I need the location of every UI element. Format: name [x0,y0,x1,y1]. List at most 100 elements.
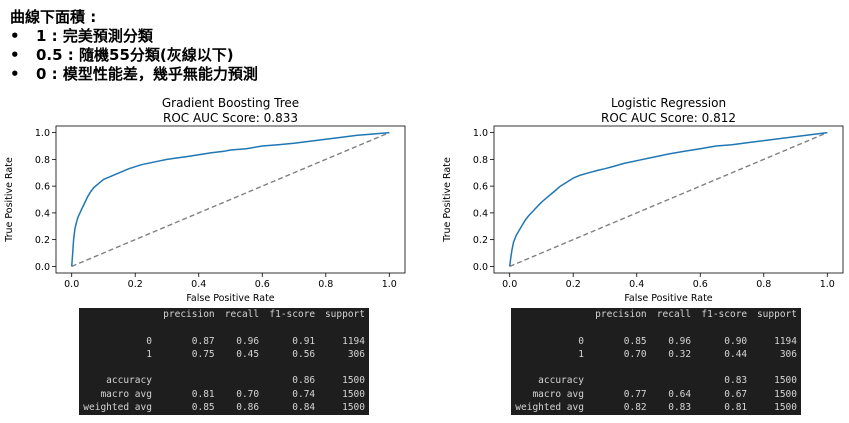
report-cell: 1194 [774,335,797,347]
report-row-label: weighted avg [515,402,584,414]
chart-subtitle: ROC AUC Score: 0.812 [601,111,736,125]
report-cell: support [324,309,365,320]
auc-notes-heading: 曲線下面積 : [10,8,97,26]
report-cell: f1-score [269,309,316,320]
roc-curve-line [70,131,390,267]
x-tick-label: 1.0 [382,279,397,290]
report-cell [588,361,651,374]
x-tick-label: 0.6 [255,279,270,290]
report-header-row: precision recall f1-score support [511,308,801,321]
report-row-label [79,308,156,321]
report-cell [651,374,695,387]
report-cell: 0.84 [292,402,316,414]
y-tick-label: 1.0 [473,128,488,139]
report-row: macro avg 0.77 0.64 0.67 1500 [511,388,801,401]
report-row: weighted avg 0.85 0.86 0.84 1500 [79,401,369,414]
report-cell: 0.81 [191,388,215,400]
report-spacer-row [79,321,369,334]
report-cell: 0.56 [292,348,316,360]
report-cell [219,361,263,374]
report-row: accuracy 0.86 1500 [79,374,369,387]
classification-report-gradient-boosting: precision recall f1-score support 0 0.87 0.96 0… [79,308,369,415]
report-cell: 0.74 [292,388,316,400]
report-cell: 0.75 [191,348,215,360]
report-cell [263,361,319,374]
report-row-label [79,361,156,374]
auc-notes: 曲線下面積 : 1 : 完美預測分類 0.5 : 隨機55分類(灰線以下) 0 … [10,8,258,84]
x-tick-label: 0.2 [128,279,143,290]
y-tick-label: 0.2 [473,235,488,246]
report-cell [156,361,219,374]
report-cell [156,374,219,387]
report-row [79,361,369,374]
report-cell: 1500 [774,402,797,414]
report-cell: 0.96 [668,335,692,347]
y-tick-label: 0.4 [473,208,488,219]
report-cell: 306 [779,348,797,360]
report-spacer-cell [511,321,801,334]
report-row-label: weighted avg [83,402,152,414]
report-cell: 1500 [342,375,365,387]
x-tick-label: 0.8 [318,279,333,290]
y-axis-label: True Positive Rate [442,157,453,243]
report-cell [219,374,263,387]
report-cell [588,374,651,387]
chart-title: Logistic Regression [611,96,726,110]
report-cell: precision [595,309,647,320]
report-cell: 0.64 [668,388,692,400]
report-row-label [511,308,588,321]
y-tick-label: 0.6 [35,182,50,193]
report-cell: 0.70 [623,348,647,360]
report-cell [751,361,801,374]
report-header-row: precision recall f1-score support [79,308,369,321]
report-cell: 0.86 [292,375,316,387]
x-axis-label: False Positive Rate [186,293,274,304]
y-tick-label: 1.0 [35,128,50,139]
report-cell: 1500 [342,388,365,400]
report-row-label: macro avg [100,388,152,400]
report-cell: 1500 [774,375,797,387]
auc-note-poor: 0 : 模型性能差，幾乎無能力預測 [10,65,258,84]
report-table: precision recall f1-score support 0 0.87 0.96 0… [79,308,369,414]
diagonal-reference-line [71,131,390,268]
report-cell [695,361,751,374]
report-cell: 0.67 [724,388,748,400]
report-cell: precision [163,309,215,320]
report-row [511,361,801,374]
report-cell: 0.86 [236,402,260,414]
report-cell: 306 [347,348,365,360]
report-row-label: accuracy [106,375,152,387]
x-tick-label: 0.4 [629,279,644,290]
y-tick-label: 0.8 [473,155,488,166]
report-row: weighted avg 0.82 0.83 0.81 1500 [511,401,801,414]
report-row-label [511,361,588,374]
report-row: 1 0.75 0.45 0.56 306 [79,348,369,361]
y-tick-label: 0.0 [473,262,488,273]
report-table: precision recall f1-score support 0 0.85 0.96 0… [511,308,801,414]
roc-curve-line [508,131,828,267]
y-tick-label: 0.6 [473,182,488,193]
y-tick-label: 0.0 [35,262,50,273]
x-axis-label: False Positive Rate [624,293,712,304]
report-cell: 0.32 [668,348,692,360]
report-cell: 0.87 [191,335,215,347]
x-tick-label: 0.0 [64,279,79,290]
x-tick-label: 0.4 [191,279,206,290]
classification-report-logistic-regression: precision recall f1-score support 0 0.85 0.96 0… [511,308,801,415]
report-cell: 0.81 [724,402,748,414]
chart-subtitle: ROC AUC Score: 0.833 [163,111,298,125]
auc-note-perfect: 1 : 完美預測分類 [10,27,258,46]
report-row: 1 0.70 0.32 0.44 306 [511,348,801,361]
auc-note-random: 0.5 : 隨機55分類(灰線以下) [10,46,258,65]
report-cell: 0.44 [724,348,748,360]
report-cell: 1500 [342,402,365,414]
report-cell: 0.83 [724,375,748,387]
x-tick-label: 0.2 [566,279,581,290]
report-cell: 1194 [342,335,365,347]
report-row-label: 1 [146,348,152,360]
report-cell: support [756,309,797,320]
report-spacer-row [511,321,801,334]
chart-title: Gradient Boosting Tree [162,96,299,110]
y-tick-label: 0.4 [35,208,50,219]
